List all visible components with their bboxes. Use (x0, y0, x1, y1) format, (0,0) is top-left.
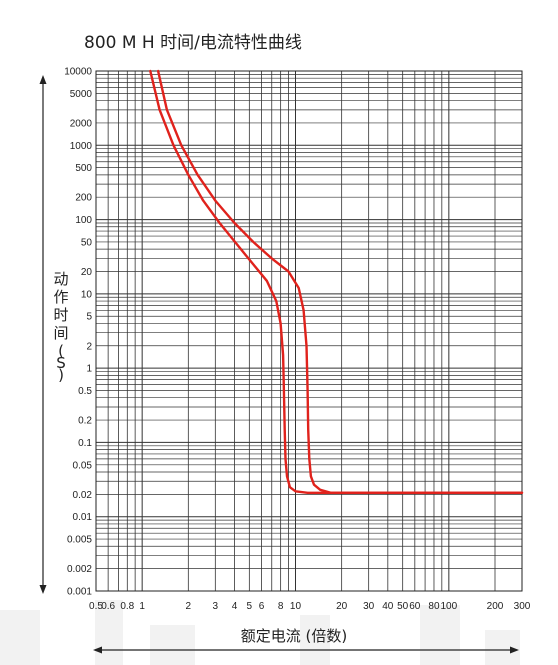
y-tick-label: 100 (75, 215, 92, 226)
series-line-2 (156, 69, 524, 494)
x-tick-label: 20 (336, 601, 348, 612)
y-tick-labels: 10000 5000 2000 1000 500 200 100 50 20 10 5 2 1 0.5 0.… (64, 67, 92, 598)
x-tick-label: 60 (409, 601, 421, 612)
x-tick-label: 1 (139, 601, 145, 612)
y-tick-label: 0.2 (78, 416, 92, 427)
plot-frame (95, 70, 523, 592)
x-tick-labels: 0.50.6 0.8 1 2 3 4 5 6 8 10 20 30 40 50 60 80 100 200 300 (89, 601, 531, 612)
y-tick-label: 2 (86, 341, 92, 352)
x-tick-label: 8 (278, 601, 284, 612)
series-layer (149, 69, 524, 494)
y-tick-label: 50 (81, 237, 93, 248)
y-tick-label: 500 (75, 163, 92, 174)
background-decoration (0, 600, 520, 665)
grid (95, 70, 523, 592)
x-tick-label: 200 (487, 601, 504, 612)
y-tick-label: 5000 (70, 89, 93, 100)
y-tick-label: 5 (86, 312, 92, 323)
y-tick-label: 0.1 (78, 438, 92, 449)
x-tick-label: 6 (259, 601, 265, 612)
x-tick-label: 80 (428, 601, 440, 612)
chart-title: 800 M H 时间/电流特性曲线 (84, 33, 302, 53)
x-tick-label: 300 (514, 601, 531, 612)
series-line-1 (149, 69, 524, 494)
x-tick-label: 50 (397, 601, 409, 612)
x-tick-label: 5 (247, 601, 253, 612)
y-tick-label: 0.002 (67, 564, 92, 575)
x-axis-label: 额定电流 (倍数) (241, 627, 347, 645)
y-tick-label: 0.05 (73, 460, 93, 471)
y-tick-label: 200 (75, 193, 92, 204)
y-tick-label: 2000 (70, 118, 93, 129)
x-tick-label: 4 (232, 601, 238, 612)
x-tick-label: 10 (290, 601, 302, 612)
x-tick-label: 0.6 (101, 601, 115, 612)
y-tick-label: 0.01 (73, 512, 93, 523)
y-tick-label: 0.5 (78, 386, 92, 397)
x-tick-label: 0.8 (120, 601, 134, 612)
x-tick-label: 3 (213, 601, 219, 612)
y-tick-label: 1000 (70, 141, 93, 152)
x-tick-label: 30 (363, 601, 375, 612)
y-tick-label: 0.005 (67, 535, 92, 546)
x-tick-label: 40 (382, 601, 394, 612)
y-axis-arrow (39, 75, 47, 594)
y-tick-label: 10 (81, 289, 93, 300)
x-tick-label: 0.5 (89, 601, 103, 612)
y-tick-label: 20 (81, 267, 93, 278)
y-tick-label: 1 (86, 364, 92, 375)
x-axis-arrow (93, 646, 519, 654)
y-tick-label: 10000 (64, 67, 92, 78)
y-tick-label: 0.02 (73, 490, 93, 501)
x-tick-label: 100 (440, 601, 457, 612)
y-axis-label: 动作时间(S) (53, 270, 68, 384)
y-tick-label: 0.001 (67, 587, 92, 598)
x-tick-label: 2 (186, 601, 192, 612)
